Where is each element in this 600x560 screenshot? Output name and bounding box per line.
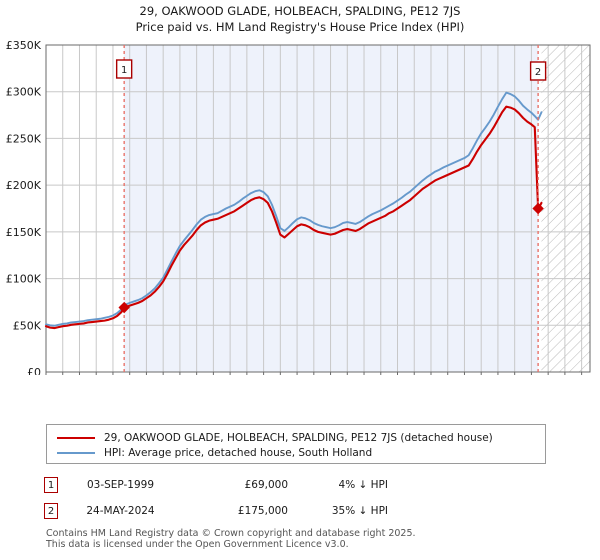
chart-marker-box (115, 59, 133, 79)
table-row: 1 03-SEP-1999 £69,000 4% ↓ HPI (44, 472, 474, 498)
price-history-chart: £0£50K£100K£150K£200K£250K£300K£350K1995… (6, 40, 591, 375)
attribution-footer: Contains HM Land Registry data © Crown c… (46, 528, 566, 550)
chart-legend: 29, OAKWOOD GLADE, HOLBEACH, SPALDING, P… (46, 424, 546, 464)
chart-marker-number: 2 (535, 67, 541, 78)
table-row: 2 24-MAY-2024 £175,000 35% ↓ HPI (44, 498, 474, 524)
sale-marker-badge-1: 1 (44, 477, 58, 493)
hpi-average-line (45, 91, 543, 327)
sale-date: 03-SEP-1999 (86, 479, 155, 491)
y-axis-tick-label: £350K (6, 40, 42, 52)
legend-swatch-hpi (57, 451, 95, 454)
sale-point-marker (532, 202, 544, 215)
property-price-line (44, 105, 543, 330)
legend-swatch-property (57, 436, 95, 439)
sale-date: 24-MAY-2024 (86, 505, 155, 517)
legend-item-property: 29, OAKWOOD GLADE, HOLBEACH, SPALDING, P… (47, 430, 545, 445)
y-axis-tick-label: £200K (6, 179, 42, 192)
legend-item-hpi: HPI: Average price, detached house, Sout… (47, 445, 545, 460)
y-axis-tick-label: £250K (6, 132, 42, 145)
page-title: 29, OAKWOOD GLADE, HOLBEACH, SPALDING, P… (0, 3, 600, 35)
footer-line-2: This data is licensed under the Open Gov… (46, 539, 349, 550)
chart-plot-area: £0£50K£100K£150K£200K£250K£300K£350K1995… (0, 40, 600, 375)
title-line-2: Price paid vs. HM Land Registry's House … (135, 20, 465, 34)
chart-marker-number: 1 (121, 65, 127, 76)
y-axis-tick-label: £0 (27, 366, 41, 375)
sales-table: 1 03-SEP-1999 £69,000 4% ↓ HPI 2 24-MAY-… (44, 472, 474, 524)
sale-price: £69,000 (244, 479, 288, 491)
y-axis-tick-label: £300K (6, 86, 42, 99)
chart-marker-box (529, 61, 547, 81)
title-line-1: 29, OAKWOOD GLADE, HOLBEACH, SPALDING, P… (139, 4, 461, 18)
y-axis-tick-label: £100K (6, 273, 42, 286)
sale-hpi-delta: 35% ↓ HPI (331, 505, 388, 517)
legend-label-property: 29, OAKWOOD GLADE, HOLBEACH, SPALDING, P… (104, 431, 493, 444)
sale-marker-badge-2: 2 (44, 503, 58, 519)
legend-label-hpi: HPI: Average price, detached house, Sout… (104, 446, 373, 459)
sale-point-marker (118, 301, 130, 314)
sale-price: £175,000 (237, 505, 288, 517)
y-axis-tick-label: £50K (13, 319, 42, 332)
footer-line-1: Contains HM Land Registry data © Crown c… (46, 528, 416, 539)
sale-hpi-delta: 4% ↓ HPI (338, 479, 388, 491)
y-axis-tick-label: £150K (6, 226, 42, 239)
